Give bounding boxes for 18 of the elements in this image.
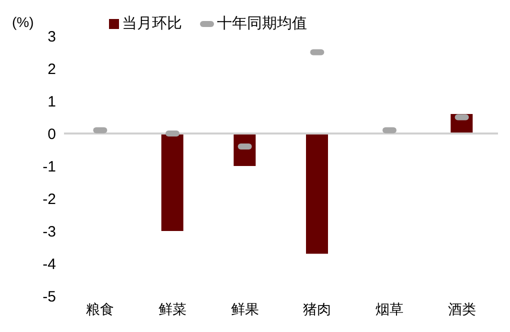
legend-label: 当月环比 [122,14,182,33]
x-tick-label: 鲜果 [230,300,259,317]
x-tick-label: 烟草 [376,300,404,317]
x-tick-label: 粮食 [86,300,114,317]
y-tick-label: -3 [42,223,56,240]
y-tick-label: -4 [42,256,56,273]
y-tick-label: 3 [48,28,56,46]
y-tick-label: -5 [42,288,56,306]
y-tick-label: 2 [48,60,56,78]
x-tick-label: 酒类 [448,300,476,317]
y-tick-label: -2 [42,190,56,208]
y-tick-label: 1 [48,93,56,110]
x-tick-label: 猪肉 [303,300,332,317]
y-tick-label: 0 [48,126,56,143]
y-tick-label: -1 [42,158,56,176]
x-tick-label: 鲜菜 [158,300,186,317]
legend-label: 十年同期均值 [217,14,307,33]
y-axis-title: (%) [12,14,34,30]
